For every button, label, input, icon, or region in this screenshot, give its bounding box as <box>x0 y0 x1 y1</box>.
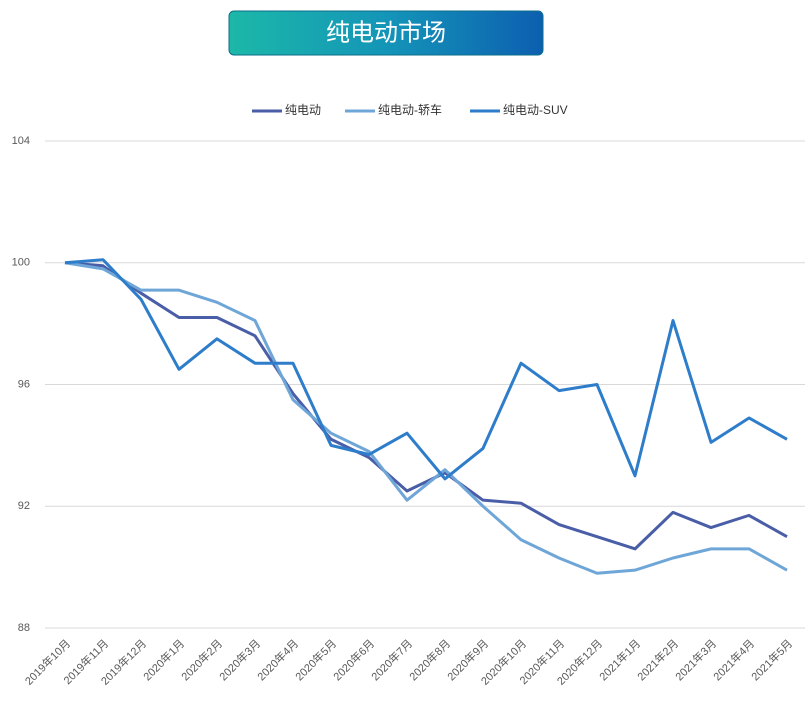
line <box>64 261 788 575</box>
y-tick-label: 100 <box>12 257 30 269</box>
legend-label: 纯电动-SUV <box>503 103 568 117</box>
chart-title: 纯电动市场 <box>326 19 446 46</box>
line <box>64 261 788 551</box>
x-tick-label: 2021年5月 <box>748 636 795 683</box>
legend-label: 纯电动-轿车 <box>378 102 442 117</box>
y-tick-label: 104 <box>12 135 30 147</box>
y-tick-label: 88 <box>18 622 30 634</box>
legend-label: 纯电动 <box>285 103 321 117</box>
y-tick-label: 92 <box>18 500 30 512</box>
title-banner <box>228 10 544 56</box>
line <box>64 258 788 481</box>
y-tick-label: 96 <box>18 378 30 390</box>
